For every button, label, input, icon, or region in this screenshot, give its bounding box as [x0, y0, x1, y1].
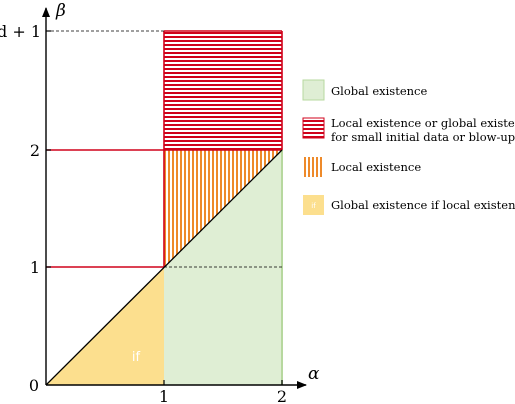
legend-swatch-if-label: if — [311, 202, 316, 210]
legend: Global existence Local existence or glob… — [302, 79, 515, 215]
x-tick-1: 1 — [159, 387, 169, 404]
legend-label-blow-up-line2: for small initial data or blow-up — [331, 130, 515, 144]
x-tick-0: 0 — [29, 376, 39, 395]
if-region-label: if — [132, 350, 141, 365]
legend-swatch-blow-up — [302, 117, 325, 139]
y-axis-label: β — [55, 1, 66, 21]
axis-ticks — [46, 30, 283, 385]
legend-label-global: Global existence — [331, 84, 427, 98]
global-existence-region — [164, 150, 282, 385]
blow-up-region — [164, 31, 282, 150]
diagonal-line — [45, 149, 283, 386]
legend-swatch-local — [303, 157, 324, 177]
legend-swatch-global — [302, 79, 325, 101]
x-tick-2: 2 — [277, 387, 287, 404]
legend-label-local: Local existence — [331, 160, 421, 174]
y-tick-2: 2 — [30, 141, 40, 160]
legend-swatch-conditional — [303, 195, 324, 215]
legend-label-conditional: Global existence if local existence — [331, 198, 515, 212]
y-tick-1: 1 — [30, 258, 40, 277]
y-tick-d-plus-1: d + 1 — [0, 22, 41, 41]
x-axis-label: α — [308, 364, 320, 384]
red-boundaries — [46, 30, 283, 268]
legend-label-blow-up-line1: Local existence or global existence — [331, 116, 515, 130]
